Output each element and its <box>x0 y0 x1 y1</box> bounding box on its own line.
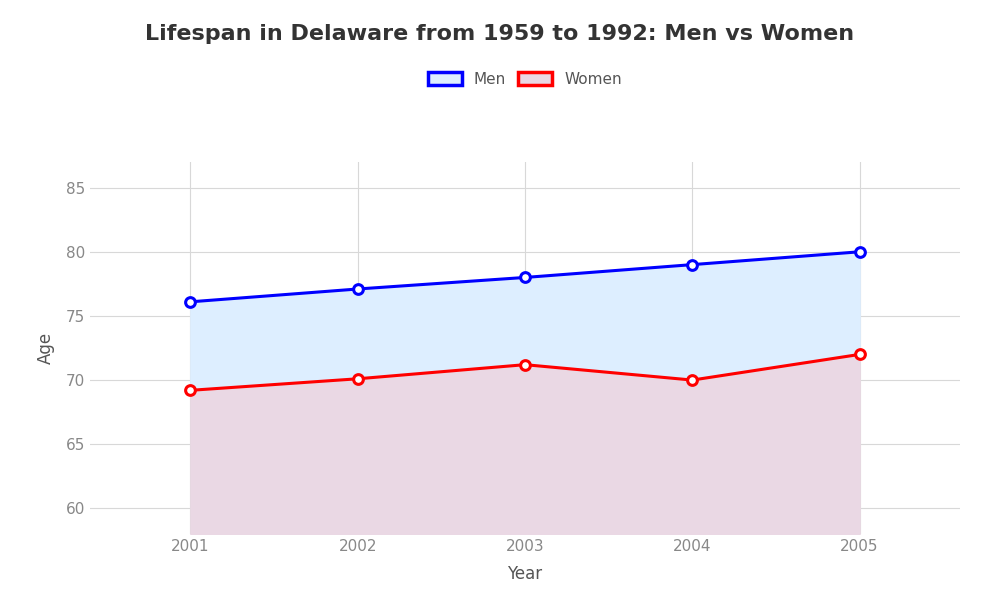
Y-axis label: Age: Age <box>37 332 55 364</box>
Legend: Men, Women: Men, Women <box>422 65 628 93</box>
X-axis label: Year: Year <box>507 565 543 583</box>
Text: Lifespan in Delaware from 1959 to 1992: Men vs Women: Lifespan in Delaware from 1959 to 1992: … <box>145 24 855 44</box>
